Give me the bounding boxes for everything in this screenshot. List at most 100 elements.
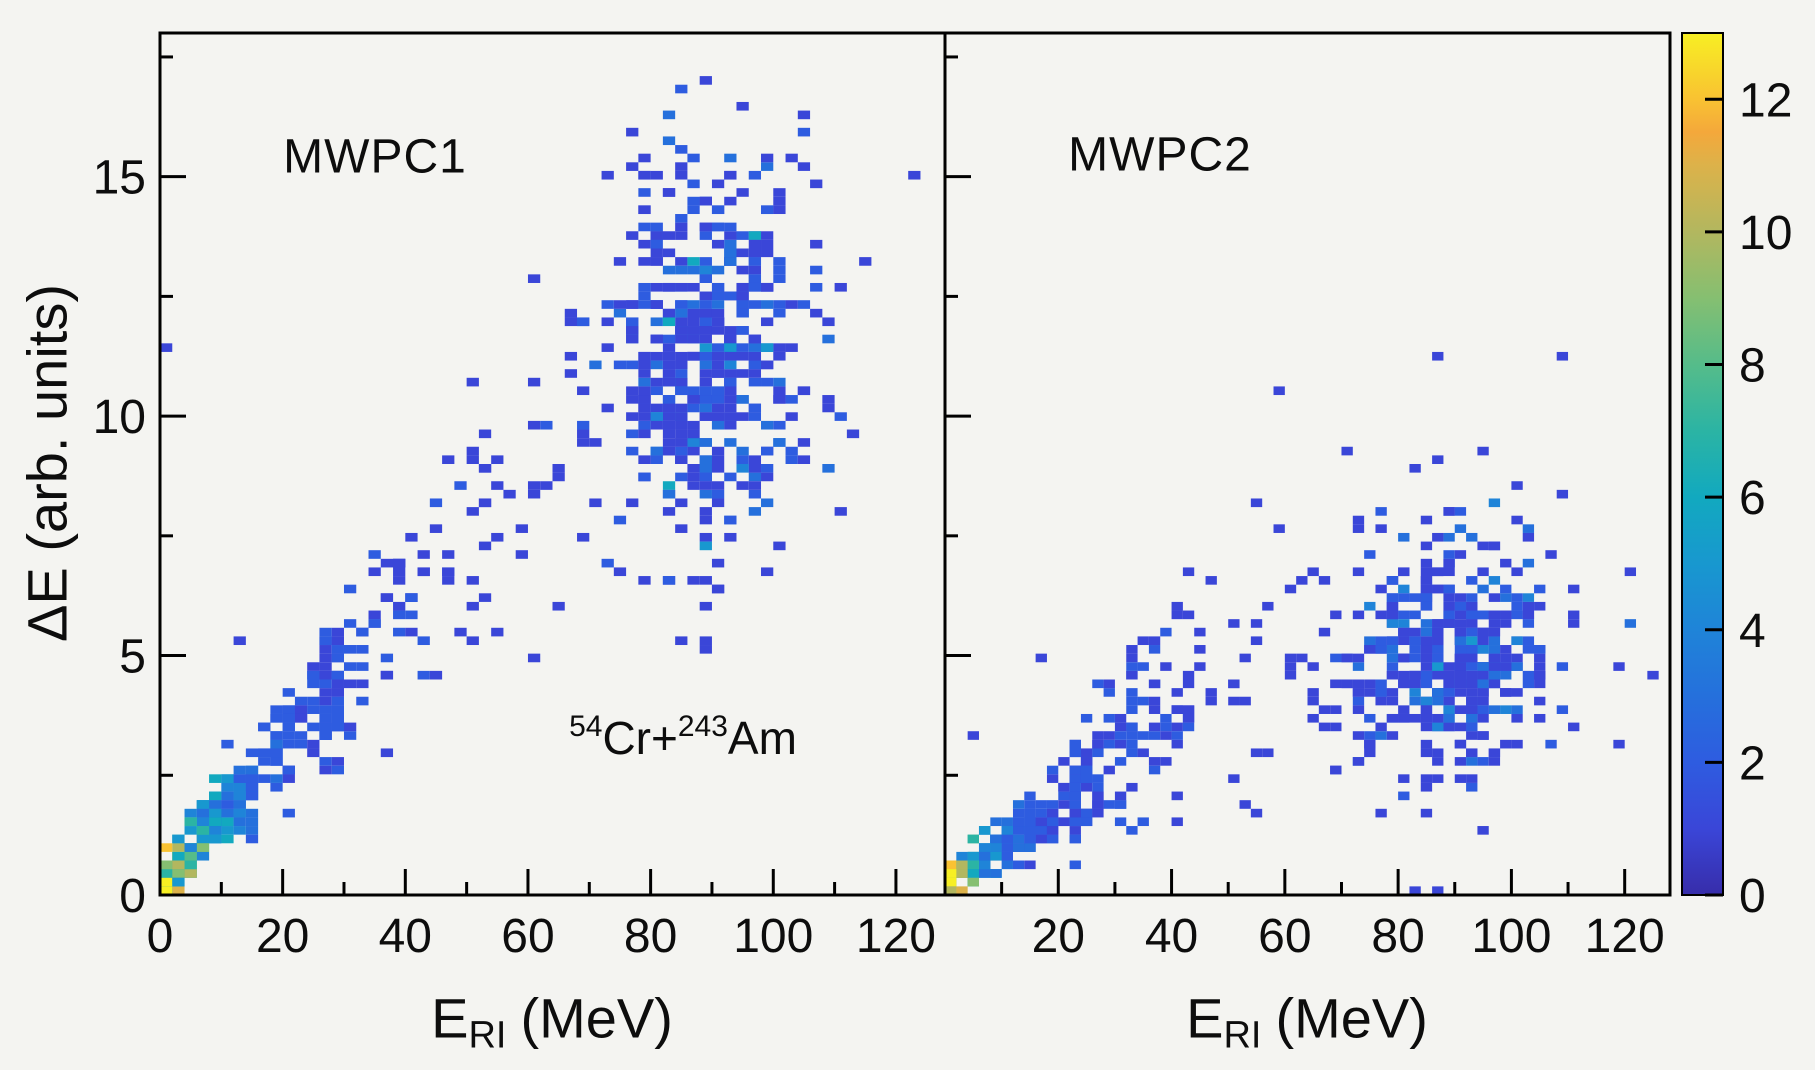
x-tick-label: 40 <box>379 910 432 963</box>
bin <box>699 464 712 473</box>
bin <box>773 257 786 266</box>
bin <box>160 843 173 852</box>
bin <box>405 610 418 620</box>
bin <box>1500 558 1512 568</box>
bin <box>1443 619 1455 628</box>
projectile-mass-superscript: 54 <box>569 709 603 743</box>
bin <box>736 291 749 301</box>
bin <box>294 731 308 740</box>
bin <box>675 455 688 464</box>
bin <box>675 420 688 430</box>
bin <box>810 282 823 292</box>
bin <box>1024 817 1036 827</box>
bin <box>1477 731 1489 740</box>
bin <box>761 464 774 473</box>
bin <box>699 369 712 378</box>
bin <box>1454 739 1467 749</box>
bin <box>1001 851 1013 861</box>
bin <box>1466 653 1478 663</box>
bin <box>245 782 259 792</box>
bin <box>699 334 712 344</box>
bin <box>638 395 651 404</box>
bin <box>662 136 676 146</box>
bin <box>662 334 676 344</box>
bin <box>1386 670 1399 680</box>
bin <box>307 662 320 671</box>
bin <box>270 713 283 723</box>
bin <box>1137 748 1149 758</box>
bin <box>711 584 725 594</box>
bin <box>797 300 811 309</box>
bin <box>1182 670 1195 680</box>
bin <box>699 455 712 464</box>
bin <box>1511 662 1523 671</box>
bin <box>1092 808 1104 818</box>
bin <box>711 308 725 318</box>
bin <box>1500 619 1512 628</box>
bin <box>724 343 737 352</box>
bin <box>736 326 749 335</box>
bin <box>405 627 418 637</box>
bin <box>1160 757 1172 766</box>
bin <box>1420 619 1433 628</box>
bin <box>699 636 712 646</box>
bin <box>1126 826 1138 835</box>
bin <box>380 748 394 758</box>
bin <box>1171 739 1183 749</box>
bin <box>233 636 246 646</box>
bin <box>1398 567 1410 577</box>
bin <box>1386 662 1399 671</box>
bin <box>773 274 786 283</box>
bin <box>1375 808 1387 818</box>
bin <box>748 334 762 344</box>
bin <box>1386 576 1399 585</box>
bin <box>1477 670 1489 680</box>
bin <box>1443 696 1455 706</box>
bin <box>1432 351 1444 361</box>
bin <box>1375 731 1387 740</box>
bin <box>675 308 688 318</box>
bin <box>1352 515 1365 525</box>
bin <box>1103 679 1115 689</box>
bin <box>172 877 185 887</box>
bin <box>675 7 687 16</box>
bin <box>245 826 259 835</box>
bin <box>1398 774 1410 783</box>
bin <box>1432 455 1444 464</box>
bin <box>1035 808 1047 818</box>
bin <box>478 541 492 551</box>
bin <box>773 541 786 551</box>
bin <box>687 196 700 206</box>
bin <box>1477 584 1489 594</box>
y-axis-title: ΔE (arb. units) <box>15 284 79 642</box>
bin <box>1160 713 1172 723</box>
bin <box>956 886 968 895</box>
bin <box>221 791 234 801</box>
bin <box>724 248 737 258</box>
bin <box>1432 670 1444 680</box>
bin <box>1398 584 1410 594</box>
bin <box>1624 619 1637 628</box>
bin <box>307 705 320 714</box>
bin <box>1069 817 1081 827</box>
bin <box>1103 731 1115 740</box>
bin <box>319 713 332 723</box>
bin <box>1080 808 1093 818</box>
bin <box>846 429 860 439</box>
bin <box>638 153 651 163</box>
bin <box>577 532 590 542</box>
bin <box>1477 645 1489 654</box>
x-tick-label: 40 <box>1145 910 1198 963</box>
bin <box>466 455 479 464</box>
bin <box>1398 705 1410 714</box>
bin <box>699 308 712 318</box>
bin <box>1454 627 1467 637</box>
bin <box>785 395 798 404</box>
bin <box>1330 679 1342 689</box>
bin <box>1466 696 1478 706</box>
bin <box>1250 619 1263 628</box>
bin <box>1420 627 1433 637</box>
bin <box>724 377 737 387</box>
bin <box>343 731 357 740</box>
bin <box>1420 645 1433 654</box>
